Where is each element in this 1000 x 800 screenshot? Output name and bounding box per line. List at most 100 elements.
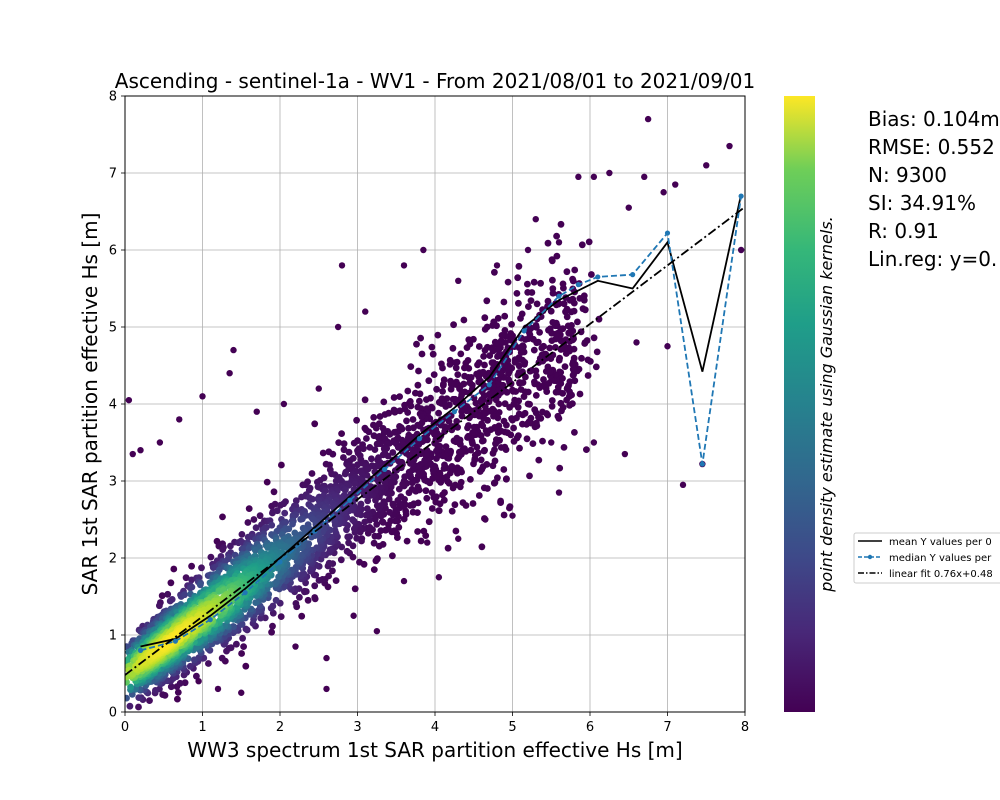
density-point <box>492 396 500 404</box>
density-point <box>526 367 534 375</box>
y-tick-label: 4 <box>109 398 117 413</box>
density-point <box>475 343 483 350</box>
density-point <box>523 435 531 443</box>
density-point <box>443 395 451 402</box>
density-point <box>569 371 577 379</box>
density-point <box>464 424 471 432</box>
legend-marker-median <box>867 554 873 560</box>
median-marker <box>277 559 283 565</box>
density-point <box>164 590 172 598</box>
density-point <box>126 702 134 710</box>
density-point <box>578 354 585 362</box>
density-point <box>522 373 529 381</box>
density-point <box>358 535 366 542</box>
density-point <box>564 322 572 330</box>
density-point <box>449 484 457 492</box>
density-point <box>404 409 412 416</box>
density-point <box>182 574 190 582</box>
outlier-point <box>230 346 237 354</box>
x-tick-label: 2 <box>276 720 284 735</box>
density-point <box>385 495 393 503</box>
y-tick-label: 5 <box>109 321 117 336</box>
density-point <box>501 400 509 408</box>
density-point <box>156 602 163 610</box>
density-point <box>350 439 358 447</box>
density-point <box>289 520 296 528</box>
density-point <box>364 497 372 505</box>
density-point <box>125 673 130 681</box>
density-point <box>557 399 565 407</box>
density-point <box>373 440 381 448</box>
density-point <box>498 332 506 339</box>
density-point <box>407 402 415 410</box>
stat-rmse: RMSE: 0.552 <box>868 135 995 159</box>
density-point <box>218 654 226 662</box>
density-point <box>417 537 425 545</box>
density-point <box>491 446 498 454</box>
median-marker <box>595 274 601 280</box>
density-point <box>456 448 463 456</box>
density-point <box>269 622 276 630</box>
density-point <box>434 331 442 339</box>
density-point <box>461 372 468 380</box>
outlier-point <box>253 408 260 415</box>
density-point <box>274 564 282 572</box>
outlier-point <box>737 246 745 254</box>
density-point <box>425 377 433 385</box>
density-point <box>404 387 412 395</box>
density-point <box>351 480 359 488</box>
density-point <box>125 678 130 686</box>
density-point <box>592 363 600 371</box>
density-point <box>422 487 430 495</box>
density-point <box>428 505 436 512</box>
outlier-point <box>362 308 369 315</box>
density-point <box>533 419 540 427</box>
density-point <box>428 489 436 497</box>
density-point <box>389 500 397 508</box>
density-point <box>474 361 481 369</box>
density-point <box>544 297 552 305</box>
density-point <box>135 703 142 711</box>
density-point <box>406 502 414 509</box>
density-point <box>439 382 447 389</box>
density-point <box>405 489 413 497</box>
density-point <box>530 346 538 354</box>
density-point <box>240 643 248 650</box>
density-point <box>460 316 468 324</box>
density-point <box>448 507 456 515</box>
y-tick-label: 7 <box>109 167 117 182</box>
density-point <box>167 683 175 691</box>
density-point <box>507 336 515 344</box>
density-point <box>405 424 412 432</box>
outlier-point <box>621 450 629 458</box>
outlier-point <box>575 173 582 181</box>
density-point <box>417 405 425 412</box>
density-point <box>450 437 458 445</box>
y-axis-ticks: 0 1 2 3 4 5 6 7 8 <box>109 90 125 721</box>
density-point <box>360 445 367 453</box>
density-point <box>435 507 443 514</box>
density-point <box>553 252 561 260</box>
density-point <box>536 329 543 336</box>
outlier-point <box>644 115 652 123</box>
density-point <box>548 337 556 344</box>
outlier-point <box>664 343 671 350</box>
density-point <box>361 518 369 526</box>
density-point <box>252 524 260 532</box>
density-point <box>414 483 422 491</box>
density-point <box>186 662 194 670</box>
density-point <box>377 527 385 534</box>
density-point <box>188 583 196 591</box>
density-point <box>516 379 523 386</box>
density-point <box>565 329 573 337</box>
density-point <box>168 596 176 603</box>
density-point <box>561 363 569 370</box>
density-point <box>233 640 240 648</box>
density-point <box>125 666 133 674</box>
density-point <box>403 417 410 425</box>
density-point <box>535 456 543 464</box>
density-point <box>399 480 406 488</box>
density-point <box>135 694 143 701</box>
density-point <box>560 444 568 451</box>
